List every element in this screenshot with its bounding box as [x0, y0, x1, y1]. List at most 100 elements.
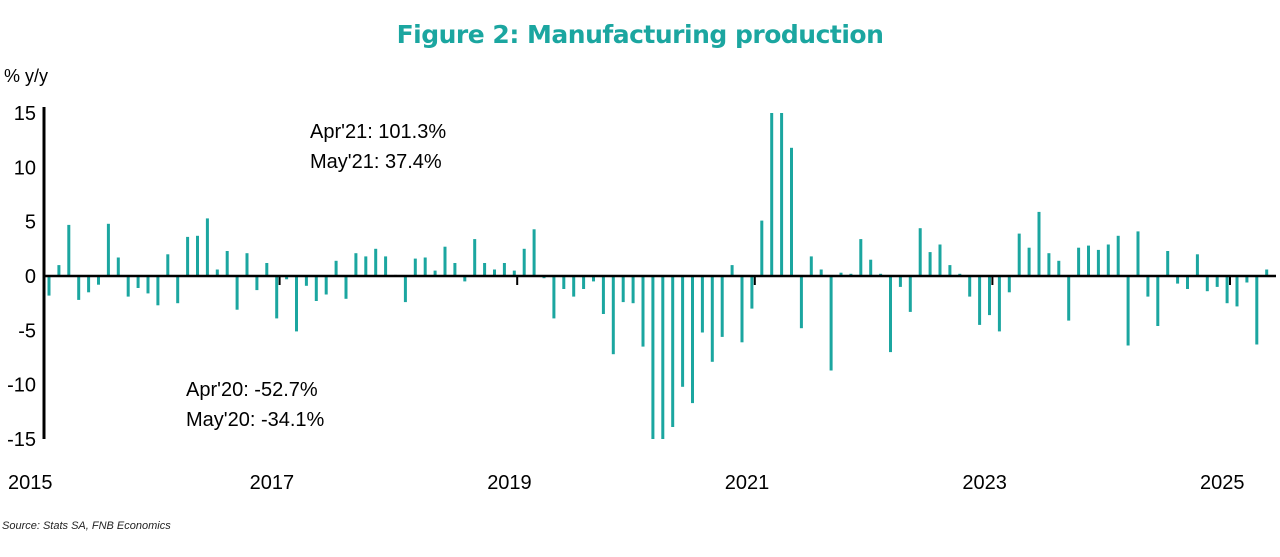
bar [1126, 276, 1130, 346]
y-tick-label: 15 [14, 103, 36, 125]
bar [1205, 276, 1209, 292]
bar [473, 239, 477, 276]
bar [344, 276, 348, 299]
bar [631, 276, 635, 304]
bar [324, 276, 328, 295]
annotation-line: May'21: 37.4% [310, 151, 442, 173]
bar [106, 223, 110, 276]
bar [988, 276, 991, 316]
bar [275, 276, 279, 319]
bar [502, 263, 506, 276]
bar [1166, 251, 1170, 276]
bar [760, 220, 764, 276]
bar [1077, 247, 1081, 276]
bar [374, 248, 378, 276]
bar [829, 276, 833, 371]
bar [433, 270, 437, 276]
bar [1007, 276, 1011, 293]
bar [245, 253, 249, 276]
bar [552, 276, 556, 319]
bar [205, 218, 209, 276]
bar [314, 276, 318, 301]
bar [1136, 231, 1140, 276]
bar [1057, 260, 1061, 276]
bar [1235, 276, 1239, 307]
bar [1176, 276, 1180, 284]
x-tick-label: 2015 [8, 472, 53, 494]
bar [968, 276, 972, 297]
bar [1195, 254, 1199, 276]
bar [483, 263, 487, 276]
bar [1186, 276, 1189, 289]
bar [601, 276, 605, 314]
bar [611, 276, 615, 355]
bar [819, 269, 823, 276]
bar [1116, 235, 1120, 276]
chart-title: Figure 2: Manufacturing production [396, 20, 884, 49]
bar [710, 276, 714, 362]
bar [522, 248, 526, 276]
bar [215, 269, 219, 276]
bar [681, 276, 685, 387]
annotation-2021: Apr'21: 101.3% May'21: 37.4% [310, 117, 446, 177]
bar [1146, 276, 1150, 297]
bar [1215, 276, 1219, 287]
y-tick-label: 5 [25, 212, 36, 234]
annotation-2020: Apr'20: -52.7% May'20: -34.1% [186, 375, 324, 435]
bar [562, 276, 566, 289]
bar [661, 276, 665, 439]
bar [1156, 276, 1160, 326]
bar [1096, 249, 1100, 276]
bar [186, 236, 190, 276]
bar [671, 276, 675, 427]
bar [869, 259, 873, 276]
bar [47, 276, 51, 296]
bar [1255, 276, 1259, 345]
bar [354, 253, 358, 276]
y-tick-label: -5 [18, 320, 36, 342]
bar [908, 276, 912, 312]
bar [948, 265, 952, 276]
x-tick-label: 2019 [487, 472, 532, 494]
bar [790, 147, 793, 276]
bar [126, 276, 130, 297]
bar [512, 270, 516, 276]
y-tick-label: 10 [14, 157, 36, 179]
bar [1106, 244, 1110, 276]
bar [136, 276, 140, 288]
bar [1087, 245, 1090, 276]
bar [1047, 253, 1051, 276]
x-tick-label: 2023 [962, 472, 1007, 494]
bar [592, 276, 595, 282]
bar [859, 239, 863, 276]
bar [295, 276, 298, 332]
bar [1225, 276, 1229, 304]
bar [334, 260, 338, 276]
bar [255, 276, 259, 291]
bar [532, 229, 536, 276]
bar [1037, 211, 1041, 276]
annotation-line: Apr'20: -52.7% [186, 379, 318, 401]
bar [235, 276, 239, 310]
bar [423, 257, 427, 276]
bar [720, 276, 724, 337]
y-tick-label: -10 [7, 375, 36, 397]
bar [364, 256, 368, 276]
x-tick-label: 2025 [1200, 472, 1245, 494]
bar [304, 276, 308, 286]
bar [384, 256, 388, 276]
bar [928, 252, 932, 276]
bar [225, 251, 229, 276]
y-tick-label: 0 [25, 266, 36, 288]
bar [116, 257, 120, 276]
annotation-line: Apr'21: 101.3% [310, 121, 447, 143]
bar [700, 276, 704, 333]
bar [453, 263, 457, 276]
bar [443, 246, 447, 276]
bar [57, 265, 61, 276]
bar [176, 276, 180, 304]
bar [799, 276, 803, 329]
bar [898, 276, 902, 287]
